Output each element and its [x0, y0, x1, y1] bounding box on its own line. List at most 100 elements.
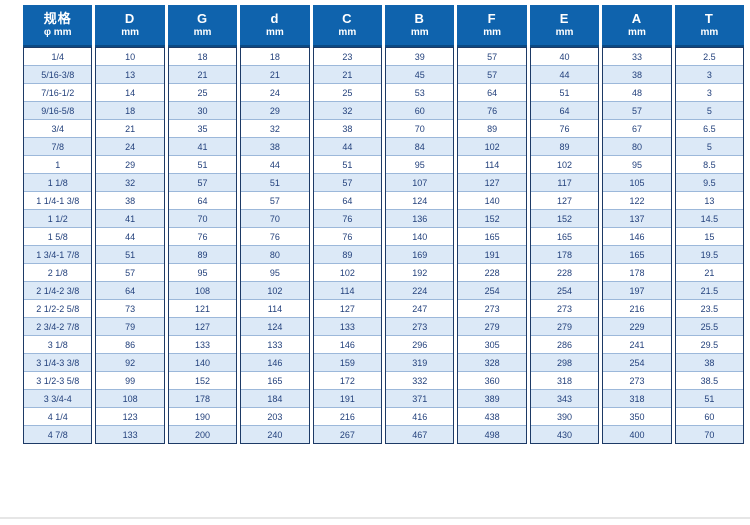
table-cell: 76: [530, 119, 599, 137]
table-cell: 15: [675, 227, 744, 245]
table-cell: 152: [530, 209, 599, 227]
column-header-label: T: [704, 10, 714, 26]
table-cell: 41: [96, 209, 164, 227]
table-cell: 416: [386, 407, 454, 425]
column-header-label: 规格: [43, 10, 72, 26]
column-header-label: F: [487, 10, 497, 26]
table-cell: 240: [241, 425, 309, 443]
table-cell: 1 1/2: [24, 209, 92, 227]
table-cell: 92: [96, 353, 164, 371]
table-cell: 2 1/8: [24, 263, 92, 281]
table-cell: 467: [386, 425, 454, 443]
table-cell: 390: [530, 407, 599, 425]
table-cell: 178: [168, 389, 237, 407]
table-cell: 127: [313, 299, 382, 317]
table-cell: 18: [96, 101, 164, 119]
column-header-unit: mm: [700, 26, 719, 38]
table-cell: 18: [269, 51, 280, 62]
column-body-G: 18 21 25 30 35 41 51 57 64 70 76 89 95 108 121 127 133 14…: [167, 47, 238, 444]
table-cell: 3 3/4-4: [24, 389, 92, 407]
table-cell: 38: [313, 119, 382, 137]
column-header-label: d: [270, 10, 280, 26]
table-cell: 2 1/2-2 5/8: [24, 299, 92, 317]
column-header-label: C: [342, 10, 353, 26]
table-cell: 70: [241, 209, 309, 227]
table-cell: 29: [96, 155, 164, 173]
table-cell: 76: [313, 209, 382, 227]
table-cell: 41: [168, 137, 237, 155]
table-cell: 1: [24, 155, 92, 173]
table-cell: 21: [96, 119, 164, 137]
table-cell: 127: [458, 173, 526, 191]
table-cell: 13: [96, 65, 164, 83]
table-cell: 89: [530, 137, 599, 155]
table-cell: 133: [313, 317, 382, 335]
table-cell: 70: [675, 425, 744, 443]
table-cell: 6.5: [675, 119, 744, 137]
table-cell: 318: [530, 371, 599, 389]
table-cell: 216: [603, 299, 671, 317]
table-cell: 21: [675, 263, 744, 281]
table-cell: 107: [386, 173, 454, 191]
column-header-unit: φ mm: [43, 26, 72, 38]
table-cell: 102: [313, 263, 382, 281]
table-cell: 273: [530, 299, 599, 317]
table-cell: 95: [168, 263, 237, 281]
table-cell: 14: [96, 83, 164, 101]
table-cell: 127: [168, 317, 237, 335]
table-cell: 25.5: [675, 317, 744, 335]
table-cell: 105: [603, 173, 671, 191]
column-body-T: 2.5 3 3 5 6.5 5 8.5 9.5 13 14.5 15 19.5 21 21.5 23.5 25…: [674, 47, 745, 444]
table-cell: 23.5: [675, 299, 744, 317]
table-cell: 95: [603, 155, 671, 173]
spec-table: 规格 φ mm 1/4 5/16-3/8 7/16-1/2 9/16-5/8 3/4 7/8 1…: [23, 5, 745, 444]
table-cell: 267: [313, 425, 382, 443]
table-cell: 114: [241, 299, 309, 317]
table-cell: 32: [313, 101, 382, 119]
table-cell: 10: [125, 51, 136, 62]
table-cell: 371: [386, 389, 454, 407]
table-cell: 241: [603, 335, 671, 353]
table-cell: 3 1/2-3 5/8: [24, 371, 92, 389]
table-cell: 4 1/4: [24, 407, 92, 425]
table-cell: 38.5: [675, 371, 744, 389]
table-cell: 44: [96, 227, 164, 245]
table-cell: 137: [603, 209, 671, 227]
table-cell: 1 3/4-1 7/8: [24, 245, 92, 263]
table-cell: 228: [530, 263, 599, 281]
table-cell: 2.5: [703, 51, 716, 62]
table-cell: 80: [603, 137, 671, 155]
table-cell: 21: [241, 65, 309, 83]
table-cell: 360: [458, 371, 526, 389]
table-cell: 1 1/8: [24, 173, 92, 191]
table-cell: 152: [168, 371, 237, 389]
table-cell: 152: [458, 209, 526, 227]
table-cell: 99: [96, 371, 164, 389]
table-cell: 53: [386, 83, 454, 101]
table-cell: 108: [96, 389, 164, 407]
table-cell: 21.5: [675, 281, 744, 299]
table-cell: 5: [675, 137, 744, 155]
table-cell: 7/16-1/2: [24, 83, 92, 101]
table-cell: 165: [530, 227, 599, 245]
table-cell: 86: [96, 335, 164, 353]
column-body-C: 23 21 25 32 38 44 51 57 64 76 76 89 102 114 127 133 146 1…: [312, 47, 383, 444]
table-cell: 165: [603, 245, 671, 263]
table-cell: 67: [603, 119, 671, 137]
table-cell: 102: [530, 155, 599, 173]
table-cell: 5/16-3/8: [24, 65, 92, 83]
table-cell: 51: [168, 155, 237, 173]
column-spec: 规格 φ mm 1/4 5/16-3/8 7/16-1/2 9/16-5/8 3/4 7/8 1…: [23, 5, 93, 444]
table-cell: 140: [386, 227, 454, 245]
table-cell: 70: [168, 209, 237, 227]
table-cell: 48: [603, 83, 671, 101]
table-cell: 57: [487, 51, 498, 62]
table-cell: 76: [313, 227, 382, 245]
table-cell: 45: [386, 65, 454, 83]
table-cell: 14.5: [675, 209, 744, 227]
